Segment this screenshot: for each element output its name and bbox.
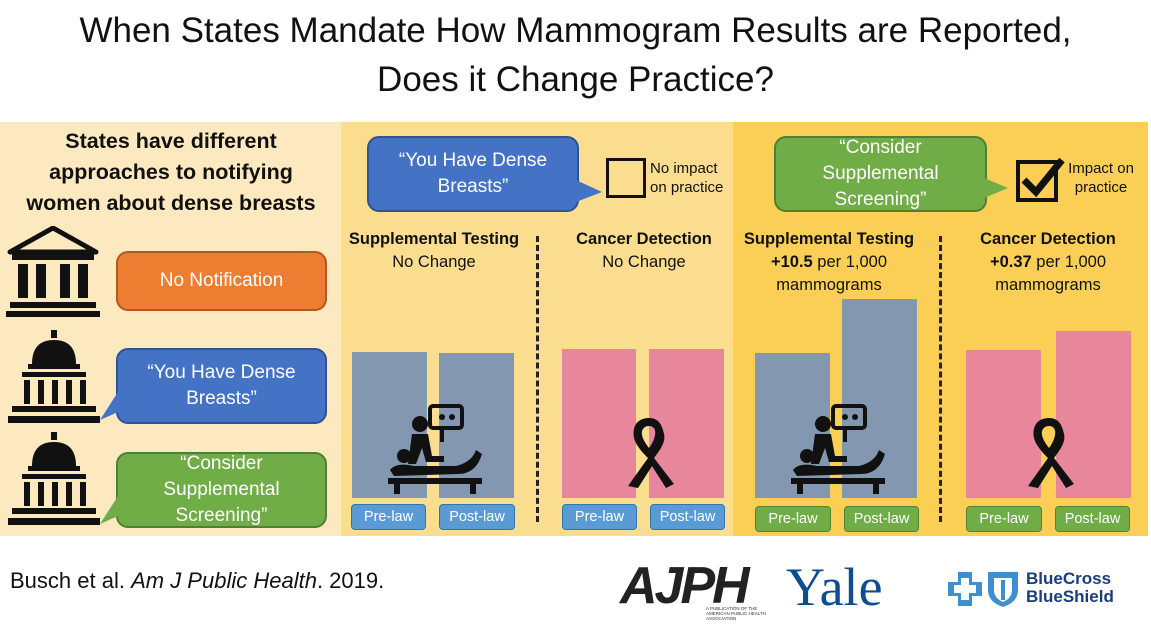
bubble-tail: [100, 496, 118, 524]
left-heading-line-1: States have different: [65, 129, 277, 153]
ajph-logo: AJPH: [620, 557, 750, 615]
right-detection-unit-line-2: mammograms: [995, 276, 1101, 294]
page-title: When States Mandate How Mammogram Result…: [0, 6, 1151, 104]
title-line-2: Does it Change Practice?: [377, 60, 774, 99]
dense-breasts-label-line-1: “You Have Dense: [147, 362, 296, 383]
right-supplemental-unit: per 1,000: [812, 253, 888, 271]
no-notification-box: No Notification: [116, 251, 327, 311]
right-supplemental-unit-line-2: mammograms: [776, 276, 882, 294]
mid-supplemental-postlaw-label: Post-law: [439, 504, 515, 530]
no-notification-label: No Notification: [159, 270, 284, 291]
left-heading: States have different approaches to noti…: [6, 126, 336, 219]
bcbs-logo-icon: [948, 572, 1018, 607]
right-bubble-line-1: “Consider: [839, 137, 922, 158]
title-line-1: When States Mandate How Mammogram Result…: [79, 11, 1072, 50]
right-supplemental-prelaw-label: Pre-law: [755, 506, 831, 532]
mid-impact-label: No impact on practice: [650, 159, 723, 197]
right-supplemental-title: Supplemental Testing +10.5 per 1,000 mam…: [738, 228, 920, 297]
right-detection-heading: Cancer Detection: [980, 230, 1116, 248]
checked-box-icon: [1016, 157, 1065, 202]
right-impact-label: Impact on practice: [1066, 159, 1136, 197]
right-bubble-line-3: Screening”: [834, 189, 927, 210]
citation-year: . 2019.: [316, 568, 385, 593]
mid-dense-breasts-bubble: “You Have Dense Breasts”: [367, 136, 579, 212]
left-heading-line-2: approaches to notifying: [49, 160, 293, 184]
unchecked-box-icon: [606, 158, 646, 198]
dense-breasts-label-line-2: Breasts”: [186, 388, 257, 409]
right-supplemental-postlaw-label: Post-law: [844, 506, 919, 532]
bcbs-logo-line-2: BlueShield: [1026, 587, 1114, 606]
right-detection-post-bar: [1056, 331, 1131, 498]
right-detection-prelaw-label: Pre-law: [966, 506, 1042, 532]
right-detection-pre-bar: [966, 350, 1041, 498]
mid-bubble-line-1: “You Have Dense: [398, 150, 548, 171]
consider-screening-label-line-2: Supplemental: [163, 479, 280, 500]
mid-bubble-line-2: Breasts”: [437, 176, 509, 197]
mid-supplemental-result: No Change: [392, 253, 476, 271]
patient-scan-icon: [388, 404, 482, 494]
mid-supplemental-prelaw-label: Pre-law: [351, 504, 426, 530]
right-detection-value: +0.37: [989, 253, 1032, 271]
mid-detection-result: No Change: [602, 253, 686, 271]
mid-supplemental-title: Supplemental Testing No Change: [343, 228, 525, 274]
left-heading-line-3: women about dense breasts: [26, 191, 316, 215]
consider-screening-label-line-1: “Consider: [180, 453, 263, 474]
citation: Busch et al. Am J Public Health. 2019.: [10, 568, 384, 594]
right-detection-unit: per 1,000: [1031, 253, 1107, 271]
ajph-logo-subtitle: A PUBLICATION OF THE AMERICAN PUBLIC HEA…: [706, 606, 766, 621]
bubble-tail: [100, 392, 118, 420]
right-impact-line-1: Impact on: [1068, 160, 1134, 177]
awareness-ribbon-icon: [1028, 418, 1074, 488]
mid-detection-title: Cancer Detection No Change: [552, 228, 736, 274]
bubble-tail: [576, 180, 602, 202]
mid-detection-heading: Cancer Detection: [576, 230, 712, 248]
right-supplemental-value: +10.5: [770, 253, 813, 271]
bank-building-icon: [6, 226, 100, 317]
right-consider-screening-bubble: “Consider Supplemental Screening”: [774, 136, 987, 212]
yale-logo: Yale: [786, 557, 883, 617]
citation-journal: Am J Public Health: [131, 568, 317, 593]
mid-detection-pre-bar: [562, 349, 636, 498]
right-detection-title: Cancer Detection +0.37 per 1,000 mammogr…: [956, 228, 1140, 297]
mid-supplemental-heading: Supplemental Testing: [348, 230, 520, 248]
right-dashed-divider: [939, 236, 942, 522]
mid-impact-line-1: No impact: [650, 160, 718, 177]
right-detection-postlaw-label: Post-law: [1055, 506, 1130, 532]
awareness-ribbon-icon: [628, 418, 674, 488]
patient-scan-icon: [791, 404, 885, 494]
right-impact-line-2: practice: [1074, 179, 1128, 196]
consider-screening-box: “Consider Supplemental Screening”: [116, 452, 327, 528]
bcbs-logo-line-1: BlueCross: [1026, 569, 1112, 588]
capitol-building-icon: [8, 330, 100, 423]
citation-authors: Busch et al.: [10, 568, 132, 593]
right-supplemental-heading: Supplemental Testing: [743, 230, 915, 248]
dense-breasts-box: “You Have Dense Breasts”: [116, 348, 327, 424]
mid-detection-postlaw-label: Post-law: [650, 504, 725, 530]
bcbs-logo-text: BlueCross BlueShield: [1026, 570, 1114, 606]
consider-screening-label-line-3: Screening”: [175, 505, 268, 526]
mid-impact-line-2: on practice: [650, 179, 724, 196]
mid-detection-prelaw-label: Pre-law: [562, 504, 637, 530]
capitol-building-icon: [8, 432, 100, 525]
mid-dashed-divider: [536, 236, 539, 522]
right-bubble-line-2: Supplemental: [822, 163, 939, 184]
bubble-tail: [984, 178, 1008, 198]
